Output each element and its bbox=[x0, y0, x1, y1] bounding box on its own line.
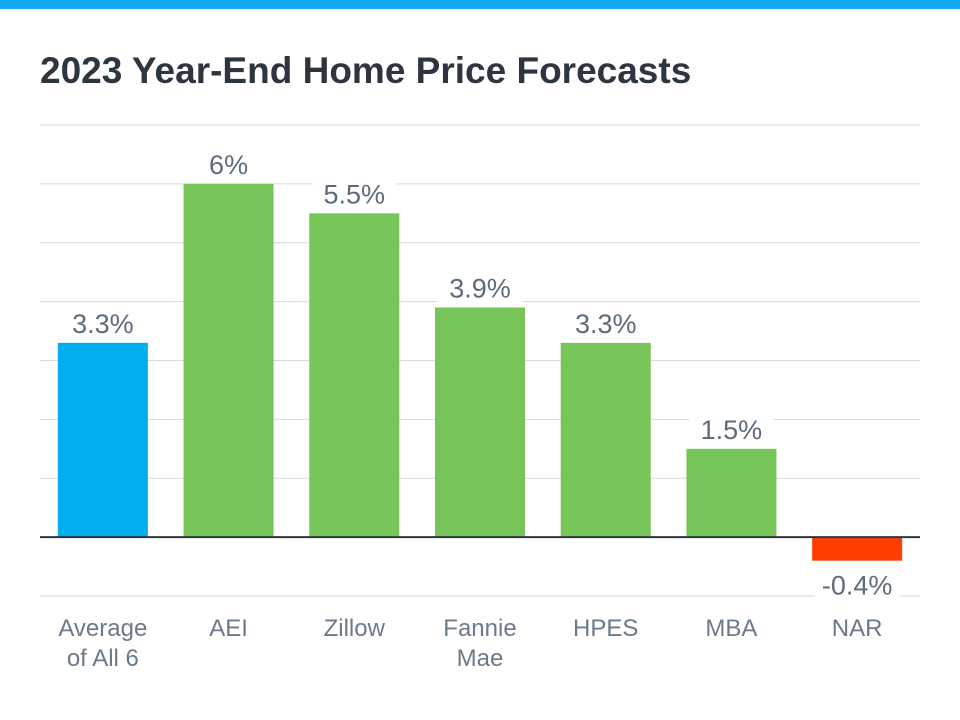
data-label: 5.5% bbox=[324, 179, 386, 209]
data-label: 3.3% bbox=[575, 309, 637, 339]
data-label: 3.9% bbox=[449, 274, 511, 304]
data-label-background bbox=[815, 568, 900, 601]
data-label: 6% bbox=[209, 150, 248, 180]
data-label: 1.5% bbox=[701, 415, 763, 445]
bar bbox=[183, 183, 274, 538]
bar bbox=[309, 213, 400, 538]
data-label: -0.4% bbox=[822, 571, 893, 601]
category-label: of All 6 bbox=[67, 645, 139, 672]
data-label-background bbox=[60, 306, 145, 339]
data-label-background bbox=[312, 177, 397, 210]
data-label-background bbox=[186, 147, 271, 180]
bar bbox=[435, 307, 525, 538]
category-label: NAR bbox=[832, 615, 883, 642]
data-label-background bbox=[689, 412, 774, 445]
data-label: 3.3% bbox=[72, 309, 134, 339]
top-accent-bar bbox=[0, 0, 960, 9]
bar bbox=[686, 448, 777, 538]
bar bbox=[812, 537, 903, 561]
data-label-background bbox=[438, 271, 522, 304]
category-label: Mae bbox=[457, 645, 504, 672]
category-label: Zillow bbox=[324, 615, 386, 642]
chart-title: 2023 Year-End Home Price Forecasts bbox=[40, 50, 692, 91]
category-label: Fannie bbox=[443, 615, 516, 642]
category-label: MBA bbox=[705, 615, 757, 642]
bar bbox=[560, 342, 651, 538]
category-label: Average bbox=[58, 615, 147, 642]
bar bbox=[57, 342, 148, 538]
category-label: AEI bbox=[209, 615, 248, 642]
category-label: HPES bbox=[573, 615, 638, 642]
data-label-background bbox=[563, 306, 648, 339]
